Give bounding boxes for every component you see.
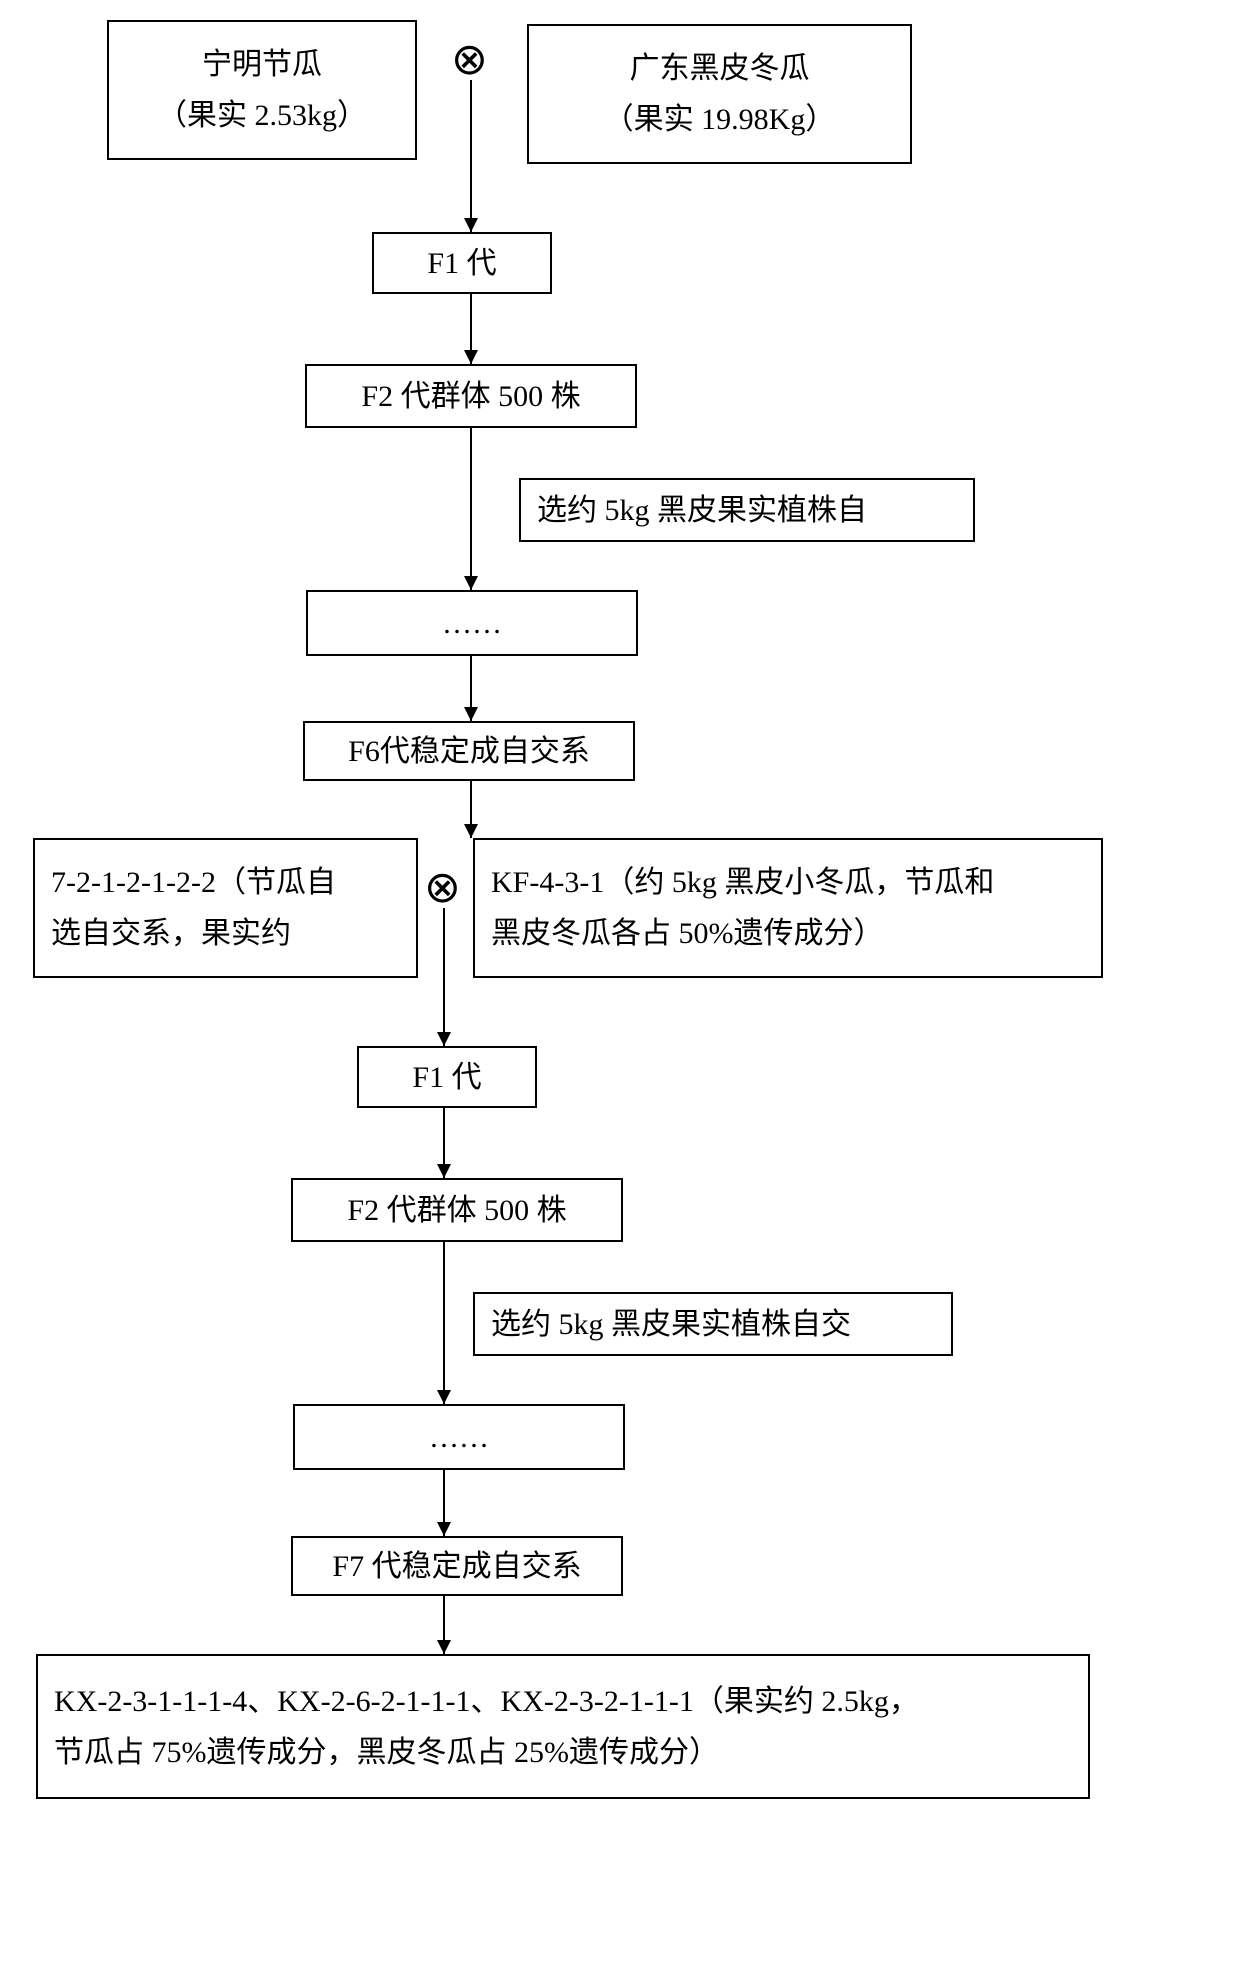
node-text: KX-2-3-1-1-1-4、KX-2-6-2-1-1-1、KX-2-3-2-1… [54, 1676, 919, 1778]
node-text: 7-2-1-2-1-2-2（节瓜自 选自交系，果实约 [51, 857, 336, 959]
node-select-a: 选约 5kg 黑皮果实植株自 [519, 478, 975, 542]
node-f2-b: F2 代群体 500 株 [291, 1178, 623, 1242]
node-parent-a: 宁明节瓜 （果实 2.53kg） [107, 20, 417, 160]
node-f1-b: F1 代 [357, 1046, 537, 1108]
node-f7: F7 代稳定成自交系 [291, 1536, 623, 1596]
node-result: KX-2-3-1-1-1-4、KX-2-6-2-1-1-1、KX-2-3-2-1… [36, 1654, 1090, 1799]
node-text: F2 代群体 500 株 [347, 1185, 566, 1236]
node-f2-a: F2 代群体 500 株 [305, 364, 637, 428]
cross-symbol-1: ⊗ [451, 38, 488, 82]
node-f6: F6代稳定成自交系 [303, 721, 635, 781]
cross-symbol-2: ⊗ [424, 866, 461, 910]
flowchart-canvas: 宁明节瓜 （果实 2.53kg） 广东黑皮冬瓜 （果实 19.98Kg） ⊗ F… [0, 0, 1240, 1969]
node-text: 广东黑皮冬瓜 （果实 19.98Kg） [604, 43, 836, 145]
node-dots-b: …… [293, 1404, 625, 1470]
node-text: F2 代群体 500 株 [361, 371, 580, 422]
node-f1-a: F1 代 [372, 232, 552, 294]
node-text: 选约 5kg 黑皮果实植株自 [537, 485, 867, 536]
node-select-b: 选约 5kg 黑皮果实植株自交 [473, 1292, 953, 1356]
node-text: F1 代 [427, 238, 496, 289]
node-text: F1 代 [412, 1052, 481, 1103]
node-text: 宁明节瓜 （果实 2.53kg） [157, 39, 367, 141]
node-text: F7 代稳定成自交系 [332, 1541, 581, 1592]
node-text: KF-4-3-1（约 5kg 黑皮小冬瓜，节瓜和 黑皮冬瓜各占 50%遗传成分） [491, 857, 994, 959]
node-parent-d: KF-4-3-1（约 5kg 黑皮小冬瓜，节瓜和 黑皮冬瓜各占 50%遗传成分） [473, 838, 1103, 978]
symbol-glyph: ⊗ [451, 35, 488, 84]
node-text: …… [442, 598, 502, 649]
symbol-glyph: ⊗ [424, 863, 461, 912]
node-parent-c: 7-2-1-2-1-2-2（节瓜自 选自交系，果实约 [33, 838, 418, 978]
node-text: …… [429, 1412, 489, 1463]
node-text: 选约 5kg 黑皮果实植株自交 [491, 1299, 851, 1350]
node-dots-a: …… [306, 590, 638, 656]
node-text: F6代稳定成自交系 [348, 726, 590, 777]
node-parent-b: 广东黑皮冬瓜 （果实 19.98Kg） [527, 24, 912, 164]
